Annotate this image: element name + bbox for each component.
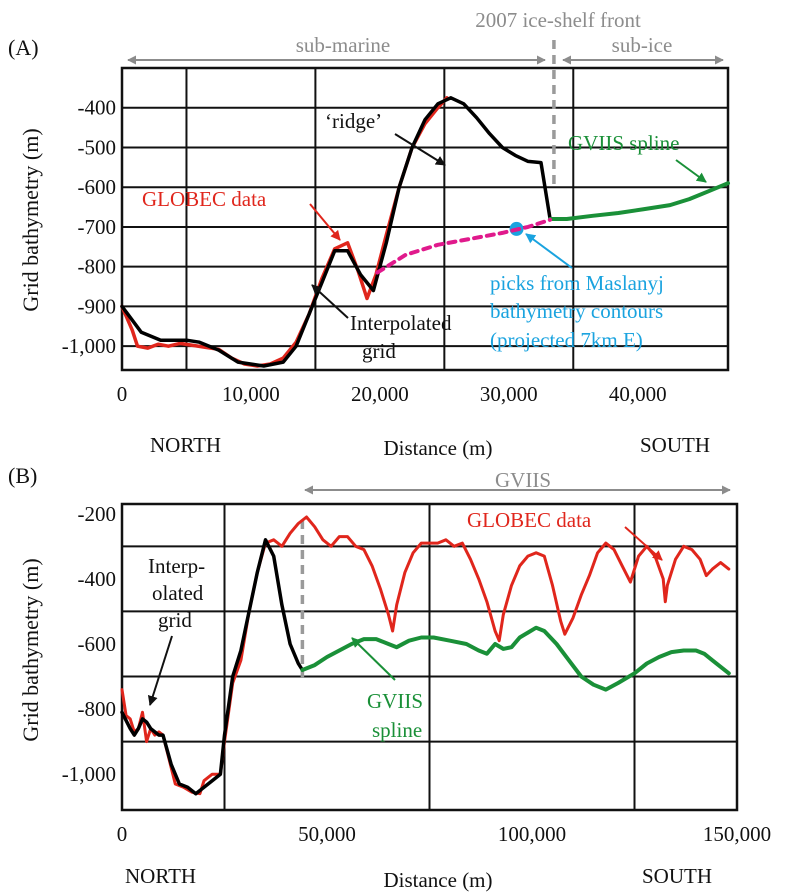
panel-a-globec-arrow <box>309 203 341 241</box>
panel-a-gviis-arrow <box>675 159 707 183</box>
panel-a-series <box>120 40 730 368</box>
panel-b-interpolated-arrow <box>147 635 173 706</box>
panel-b-letter: (B) <box>8 463 37 488</box>
y-tick-label: -700 <box>78 215 117 239</box>
y-tick-label: -900 <box>78 294 117 318</box>
x-tick-label: 0 <box>117 822 128 846</box>
panel-b-x-tick-labels: 0 50,000 100,000 150,000 <box>117 822 771 846</box>
panel-a-ridge-annotation: ‘ridge’ <box>325 109 382 133</box>
globec-data-line <box>120 515 731 796</box>
y-tick-label: -1,000 <box>62 334 116 358</box>
y-tick-label: -400 <box>78 96 117 120</box>
y-tick-label: -600 <box>78 175 117 199</box>
panel-b-y-axis-label: Grid bathymetry (m) <box>18 558 43 741</box>
panel-a-south-label: SOUTH <box>640 433 710 457</box>
y-tick-label: -600 <box>78 632 117 656</box>
panel-a-interpolated-annotation-line1: Interpolated <box>350 311 452 335</box>
panel-a: (A) sub-marine 2007 ice-shelf front sub-… <box>8 8 730 460</box>
y-tick-label: -400 <box>78 567 117 591</box>
panel-a-north-label: NORTH <box>150 433 221 457</box>
x-tick-label: 20,000 <box>351 382 409 406</box>
panel-a-ice-shelf-front-label: 2007 ice-shelf front <box>475 8 641 32</box>
panel-b-globec-arrow <box>624 526 663 561</box>
panel-b: (B) GVIIS -200 -400 -600 -800 -1,000 0 50,000… <box>8 463 771 892</box>
panel-a-interpolated-arrow <box>311 284 349 319</box>
y-tick-label: -800 <box>78 697 117 721</box>
x-tick-label: 50,000 <box>298 822 356 846</box>
interpolated-grid-line <box>120 538 305 796</box>
panel-b-x-axis-label: Distance (m) <box>383 868 492 892</box>
y-tick-label: -800 <box>78 255 117 279</box>
panel-a-sub-ice-label: sub-ice <box>612 33 673 57</box>
gviis-spline-line <box>548 181 730 221</box>
panel-a-interpolated-annotation-line2: grid <box>362 339 396 363</box>
panel-b-series <box>120 515 731 796</box>
panel-a-sub-marine-label: sub-marine <box>296 33 390 57</box>
panel-b-gviis-annotation-line1: GVIIS <box>367 689 423 713</box>
panel-a-letter: (A) <box>8 35 39 60</box>
panel-a-gviis-annotation: GVIIS spline <box>568 131 679 155</box>
panel-a-gridlines <box>122 68 728 370</box>
panel-a-maslanyj-arrow <box>525 233 573 269</box>
y-tick-label: -200 <box>78 502 117 526</box>
y-tick-label: -1,000 <box>62 762 116 786</box>
x-tick-label: 10,000 <box>222 382 280 406</box>
interpolated-grid-line <box>120 96 552 368</box>
panel-a-maslanyj-annotation-line3: (projected 7km E) <box>490 328 643 352</box>
panel-b-south-label: SOUTH <box>642 864 712 888</box>
panel-a-y-tick-labels: -400 -500 -600 -700 -800 -900 -1,000 <box>62 96 116 358</box>
panel-b-north-label: NORTH <box>125 864 196 888</box>
x-tick-label: 100,000 <box>498 822 566 846</box>
panel-a-x-axis-label: Distance (m) <box>383 436 492 460</box>
panel-b-interpolated-annotation-line3: grid <box>158 608 192 632</box>
x-tick-label: 150,000 <box>703 822 771 846</box>
y-tick-label: -500 <box>78 135 117 159</box>
panel-b-gviis-arrow-pointer <box>351 637 396 681</box>
x-tick-label: 0 <box>117 382 128 406</box>
panel-b-gviis-top-label: GVIIS <box>495 468 551 492</box>
panel-b-interpolated-annotation-line1: Interp- <box>148 554 205 578</box>
panel-b-interpolated-annotation-line2: olated <box>152 581 204 605</box>
panel-a-maslanyj-annotation-line1: picks from Maslanyj <box>490 271 664 295</box>
panel-a-globec-annotation: GLOBEC data <box>142 187 267 211</box>
panel-a-x-tick-labels: 0 10,000 20,000 30,000 40,000 <box>117 382 667 406</box>
panel-a-maslanyj-annotation-line2: bathymetry contours <box>490 299 663 323</box>
panel-b-globec-annotation: GLOBEC data <box>467 508 592 532</box>
maslanyj-dashed-link <box>375 217 553 275</box>
panel-a-ridge-arrow <box>394 133 446 166</box>
x-tick-label: 30,000 <box>480 382 538 406</box>
panel-b-gviis-annotation-line2: spline <box>372 718 422 742</box>
gviis-spline-line <box>300 625 731 692</box>
panel-a-y-axis-label: Grid bathymetry (m) <box>18 128 43 311</box>
panel-b-y-tick-labels: -200 -400 -600 -800 -1,000 <box>62 502 116 786</box>
x-tick-label: 40,000 <box>609 382 667 406</box>
panel-a-plot-frame <box>120 66 730 372</box>
